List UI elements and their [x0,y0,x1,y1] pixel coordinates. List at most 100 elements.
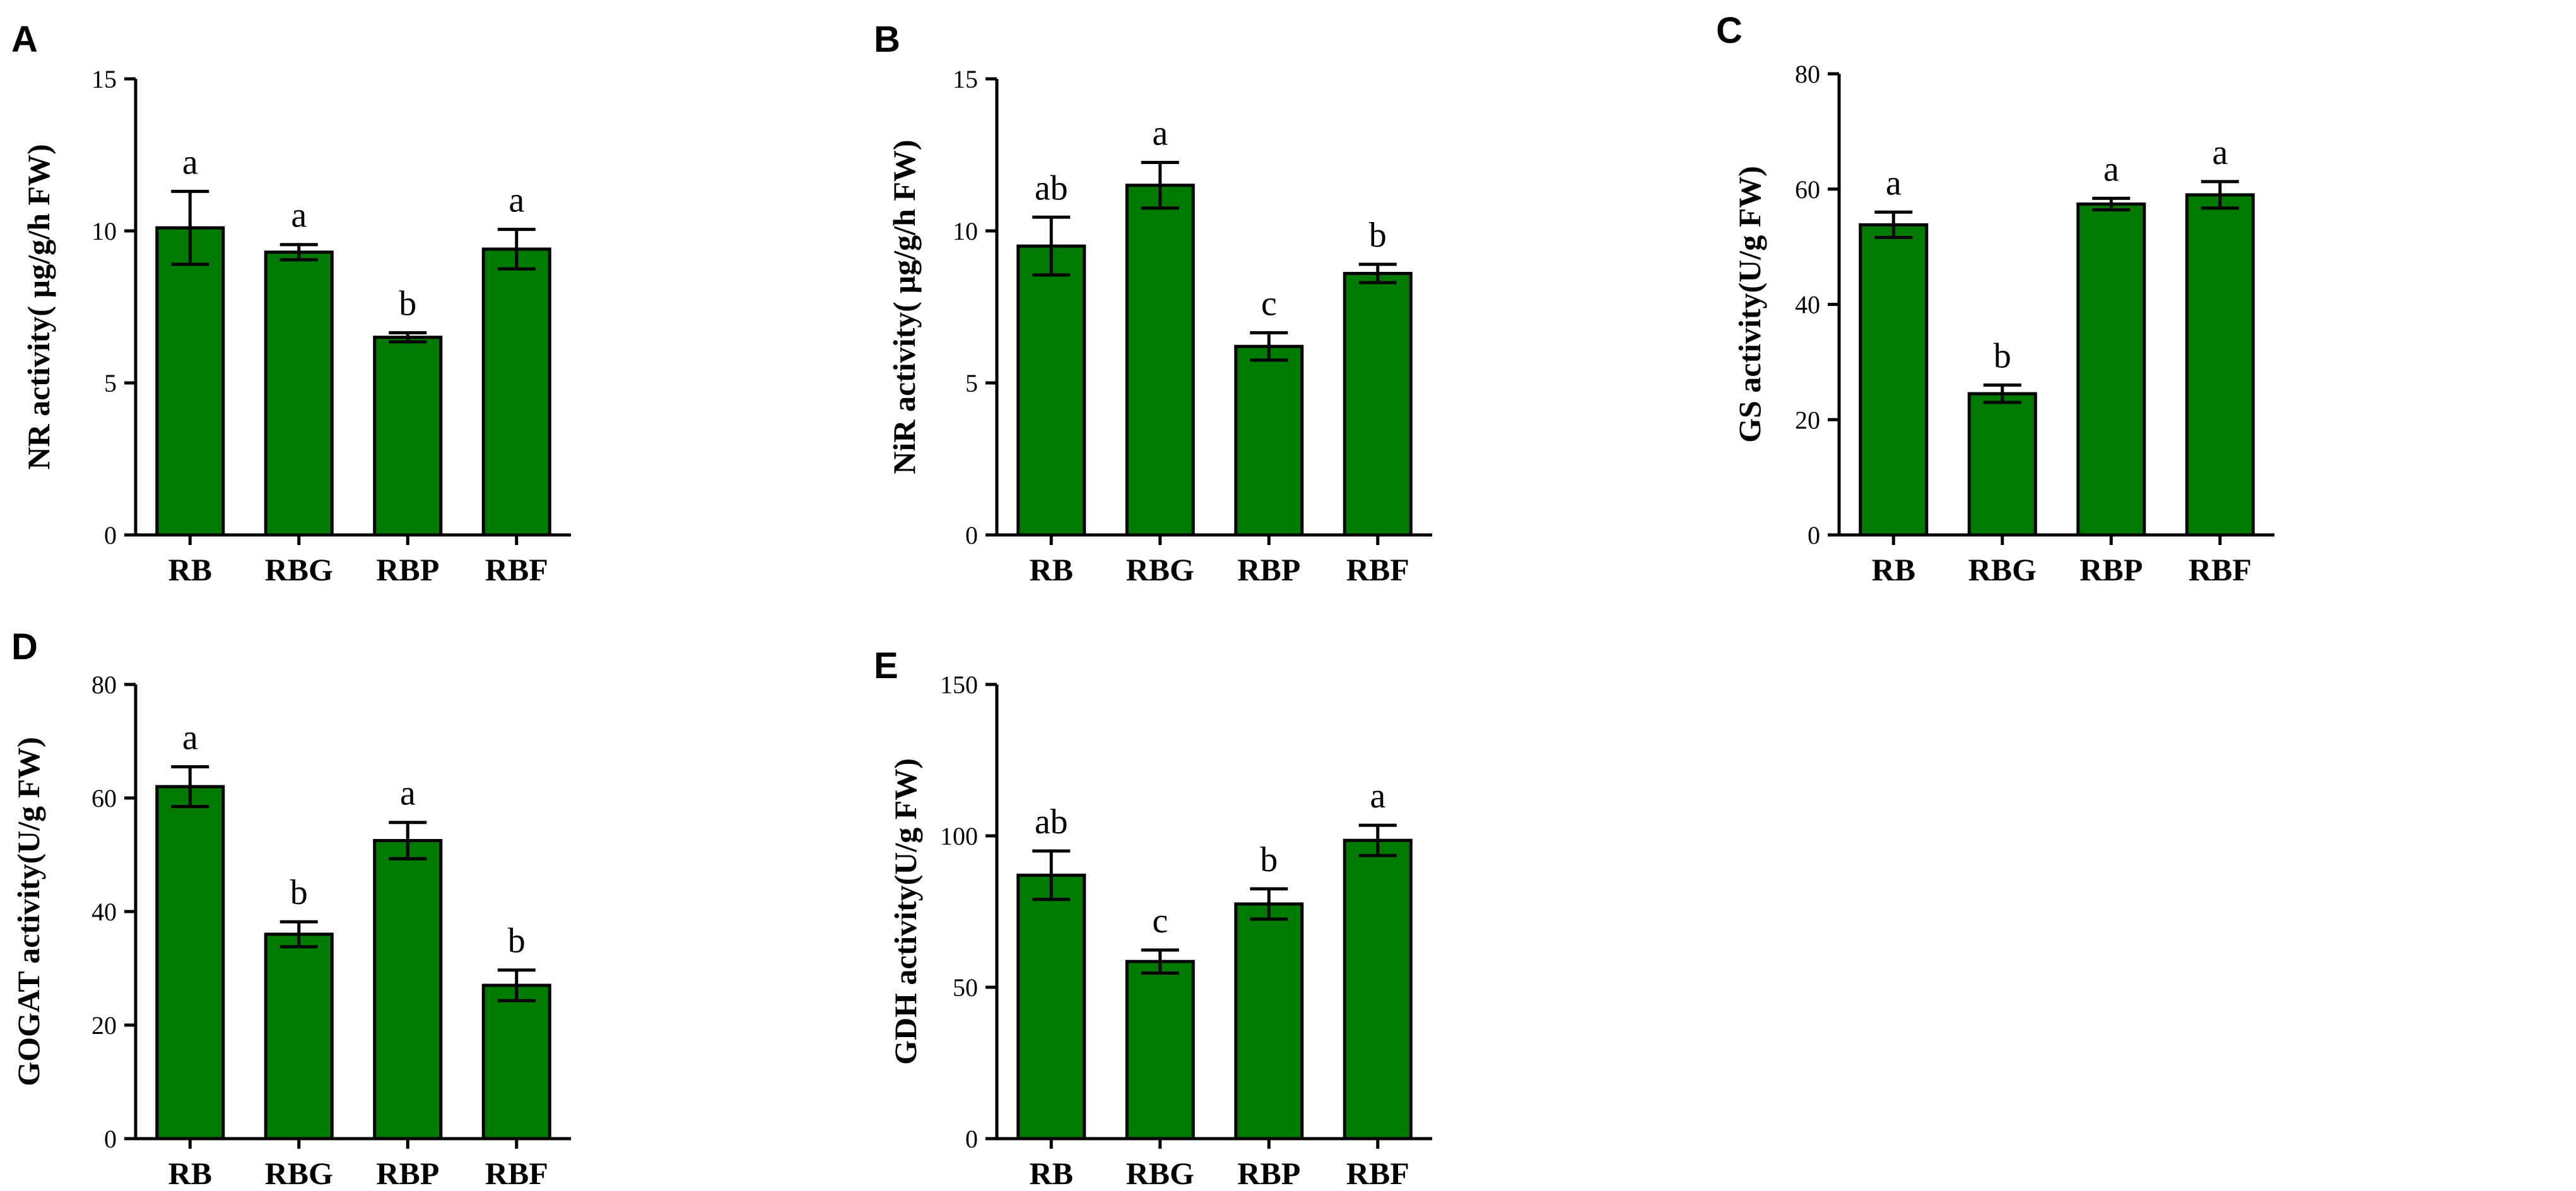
panel-e-error-bar-rbf [1358,823,1397,857]
panel-e-category-rbf: RBF [1346,1156,1409,1191]
panel-b-error-bar-rbf [1358,262,1397,285]
panel-b-bar-rbf [1343,271,1413,537]
panel-b-bar-rbg [1125,184,1195,537]
panel-d-y-tick-label: 0 [104,1125,117,1153]
panel-e-error-bar-rbg [1141,948,1179,975]
panel-a-y-tick-label: 5 [104,369,117,397]
panel-e-category-rb: RB [1030,1156,1073,1191]
panel-d-error-bar-rbg [279,920,318,949]
panel-e-bar-rbg [1125,959,1195,1141]
panel-a-significance-rbg: a [291,196,307,235]
panel-a-category-rb: RB [168,552,212,587]
panel-b-y-tick-label: 10 [953,217,978,245]
panel-b-error-bar-rb [1032,215,1071,277]
panel-b: B NiR activity( µg/g/h FW) 0 5 10 15 ab RB a RBG c… [874,19,1432,587]
panel-d-significance-rbg: b [290,873,308,912]
panel-c-category-rbp: RBP [2079,552,2143,587]
panel-b-category-rbf: RBF [1346,552,1409,587]
panel-a-significance-rbf: a [509,181,524,220]
panel-d-category-rbg: RBG [265,1156,333,1191]
panel-d-y-tick-label: 20 [91,1011,117,1040]
panel-d-significance-rbf: b [508,922,526,961]
panel-b-y-tick-label: 5 [965,369,978,397]
panel-d-error-bar-rb [171,765,209,808]
panel-c-y-tick-label: 60 [1795,175,1820,204]
panel-a-category-rbp: RBP [376,552,439,587]
panel-c-bar-rbg [1967,392,2037,537]
panel-a-error-bar-rbg [279,243,318,262]
panel-c-bar-rbp [2076,202,2146,537]
panel-d-error-bar-rbp [389,821,427,860]
panel-b-error-bar-rbp [1250,331,1288,362]
panel-d-y-tick-label: 80 [91,671,117,699]
panel-e-significance-rbg: c [1152,901,1168,941]
panel-d-bar-rbf [481,983,551,1141]
panel-b-bar-rbp [1234,344,1304,537]
panel-a-bar-rbg [264,250,334,537]
panel-c-significance-rbg: b [1994,336,2011,375]
panel-e-y-tick-label: 0 [965,1125,978,1153]
panel-b-letter: B [874,19,900,60]
panel-a-bar-rbf [481,247,551,537]
panel-c-significance-rbf: a [2212,133,2228,172]
panel-d: D GOGAT activity(U/g FW) 0 20 40 60 80 a RB b RBG a… [11,626,571,1191]
panel-d-y-tick-label: 60 [91,784,117,813]
panel-d-category-rbp: RBP [376,1156,439,1191]
panel-b-category-rb: RB [1030,552,1073,587]
panel-c-error-bar-rbg [1983,383,2021,404]
panel-a-category-rbg: RBG [265,552,333,587]
panel-d-letter: D [11,626,38,667]
panel-a-y-tick-label: 10 [91,217,117,245]
panel-b-significance-rbp: c [1261,284,1277,323]
panel-e-bar-rb [1016,873,1086,1141]
panel-d-y-tick-label: 40 [91,898,117,926]
panel-c-y-tick-label: 80 [1795,60,1820,88]
panel-a-error-bar-rb [171,189,209,266]
panel-e-y-tick-label: 150 [940,671,978,699]
panel-c-y-axis-label: GS activity(U/g FW) [1732,166,1767,443]
panel-c-error-bar-rb [1874,210,1913,240]
panel-a-error-bar-rbf [497,228,536,271]
panel-a-y-tick-label: 15 [91,65,117,93]
panel-b-significance-rb: ab [1035,168,1068,208]
panel-e-error-bar-rb [1032,849,1071,901]
panel-a-bar-rbp [373,336,443,537]
panel-b-category-rbg: RBG [1126,552,1194,587]
panel-e-y-tick-label: 100 [940,822,978,850]
panel-a-category-rbf: RBF [485,552,548,587]
panel-c-category-rb: RB [1872,552,1915,587]
panel-d-y-axis-label: GOGAT activity(U/g FW) [11,737,46,1086]
panel-c-category-rbf: RBF [2189,552,2252,587]
panel-c-category-rbg: RBG [1968,552,2037,587]
panel-c-y-tick-label: 0 [1808,521,1820,549]
panel-a-bar-rb [155,226,225,537]
panel-c-error-bar-rbp [2092,196,2131,212]
panel-e-bar-rbp [1234,902,1304,1141]
panel-d-category-rbf: RBF [485,1156,548,1191]
panel-e-significance-rbf: a [1370,777,1385,816]
panel-e-letter: E [874,645,898,686]
panel-a-error-bar-rbp [389,331,427,344]
panel-b-error-bar-rbg [1141,161,1179,210]
panel-a-letter: A [11,19,38,60]
panel-c-y-tick-label: 20 [1795,406,1820,434]
panel-e-y-axis-label: GDH activity(U/g FW) [888,758,923,1065]
panel-c: C GS activity(U/g FW) 0 20 40 60 80 a RB b RBG a RBP… [1716,10,2274,587]
panel-c-letter: C [1716,10,1743,51]
panel-c-significance-rb: a [1886,163,1902,202]
panel-e-category-rbg: RBG [1126,1156,1194,1191]
panel-e: E GDH activity(U/g FW) 0 50 100 150 ab RB c RBG b R… [874,645,1432,1191]
panel-d-error-bar-rbf [497,968,536,1002]
panel-a: A NR activity( µg/g/h FW) 0 5 10 15 a RB a RBG b RB… [11,19,571,587]
panel-d-significance-rb: a [182,719,198,758]
panel-b-category-rbp: RBP [1237,552,1300,587]
panel-c-bar-rb [1859,223,1929,537]
panel-e-significance-rb: ab [1035,802,1068,842]
panel-e-error-bar-rbp [1250,887,1288,921]
panel-a-y-axis-label: NR activity( µg/g/h FW) [21,144,56,469]
panel-b-significance-rbf: b [1369,216,1387,255]
panel-b-significance-rbg: a [1152,114,1168,153]
panel-e-bar-rbf [1343,838,1413,1141]
panel-d-category-rb: RB [168,1156,212,1191]
